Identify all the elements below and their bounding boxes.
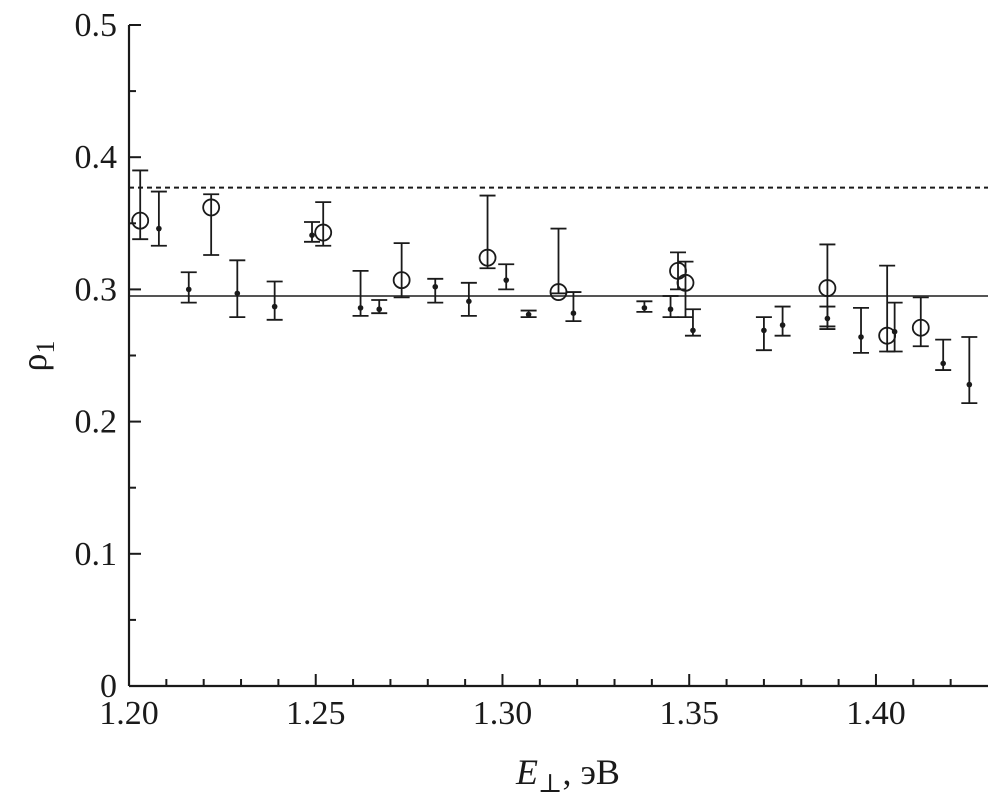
filled-dot-point: [266, 280, 283, 321]
y-tick-label: 0: [100, 668, 117, 705]
filled-dot-marker: [156, 225, 162, 232]
open-circle-point: [392, 242, 411, 299]
y-axis-symbol: ρ: [14, 354, 54, 372]
filled-dot-marker: [667, 306, 674, 313]
filled-dot-marker: [466, 298, 472, 305]
open-circle-marker: [676, 273, 695, 292]
filled-dot-point: [684, 308, 701, 337]
x-axis-label: E⊥, эВ: [515, 752, 620, 798]
filled-dot-point: [427, 277, 444, 304]
open-circle-marker: [549, 283, 568, 301]
filled-dot-marker: [570, 310, 577, 316]
filled-dot-point: [150, 190, 167, 247]
open-circle-point: [549, 227, 568, 301]
open-circle-marker: [911, 318, 930, 337]
filled-dot-point: [304, 221, 321, 243]
open-circle-marker: [314, 223, 333, 242]
y-axis-subscript: 1: [31, 341, 60, 354]
open-circle-marker: [392, 271, 411, 290]
filled-dot-marker: [858, 334, 864, 340]
filled-dot-marker: [779, 322, 786, 328]
filled-dot-marker: [641, 305, 648, 311]
filled-dot-point: [565, 291, 582, 323]
y-tick-label: 0.1: [75, 536, 118, 573]
filled-dot-point: [636, 300, 653, 313]
filled-dot-point: [460, 281, 477, 317]
filled-dot-marker: [761, 327, 767, 334]
y-ticks: 0 0.1 0.2 0.3 0.4 0.5: [75, 7, 141, 705]
filled-dot-marker: [525, 311, 532, 318]
filled-dot-marker: [690, 327, 696, 334]
filled-dot-point: [961, 336, 978, 404]
x-tick-label: 1.25: [286, 695, 346, 732]
filled-dot-point: [662, 295, 679, 319]
open-circle-point: [911, 296, 930, 348]
x-axis-unit: , эВ: [562, 752, 619, 792]
y-tick-label: 0.4: [75, 139, 118, 176]
open-circle-marker: [818, 279, 837, 297]
x-axis-subscript: ⊥: [538, 769, 562, 798]
filled-dot-point: [229, 259, 246, 319]
x-tick-label: 1.20: [99, 695, 159, 732]
open-circle-point: [676, 260, 695, 319]
open-circle-marker: [202, 198, 221, 217]
filled-dot-point: [935, 338, 952, 371]
open-circle-point: [131, 169, 150, 241]
y-tick-label: 0.3: [75, 271, 118, 308]
filled-dot-point: [774, 305, 791, 337]
y-tick-label: 0.5: [75, 7, 118, 44]
open-circle-marker: [878, 326, 897, 345]
filled-dot-marker: [966, 381, 973, 388]
filled-dot-marker: [271, 303, 278, 310]
filled-dot-point: [755, 316, 772, 352]
filled-dot-point: [498, 263, 515, 291]
x-tick-label: 1.30: [473, 695, 533, 732]
filled-dot-point: [853, 307, 870, 354]
filled-dot-point: [180, 271, 197, 304]
open-circle-point: [202, 193, 221, 256]
open-circle-point: [878, 264, 897, 353]
filled-dot-marker: [309, 232, 315, 238]
filled-dot-marker: [234, 290, 241, 297]
filled-dot-point: [352, 269, 369, 317]
filled-dot-marker: [940, 360, 946, 367]
filled-dot-marker: [185, 286, 192, 293]
filled-dot-point: [520, 309, 537, 319]
x-tick-label: 1.35: [659, 695, 719, 732]
open-circle-marker: [478, 248, 497, 267]
filled-dot-marker: [503, 277, 510, 283]
x-axis-variable: E: [515, 752, 538, 792]
y-axis-label: ρ1: [14, 341, 60, 372]
open-circle-point: [314, 201, 333, 247]
filled-dot-marker: [432, 283, 439, 290]
reference-lines: [129, 186, 988, 298]
filled-dot-point: [371, 299, 388, 315]
x-tick-label: 1.40: [846, 695, 906, 732]
filled-dot-marker: [376, 306, 383, 313]
data-marks: [131, 169, 978, 404]
filled-dot-marker: [357, 305, 364, 311]
open-circle-point: [478, 194, 497, 270]
x-ticks: 1.20 1.25 1.30 1.35 1.40: [99, 674, 952, 732]
open-circle-marker: [131, 211, 150, 230]
y-tick-label: 0.2: [75, 404, 118, 441]
axes: [127, 25, 988, 688]
open-circle-point: [818, 243, 837, 328]
